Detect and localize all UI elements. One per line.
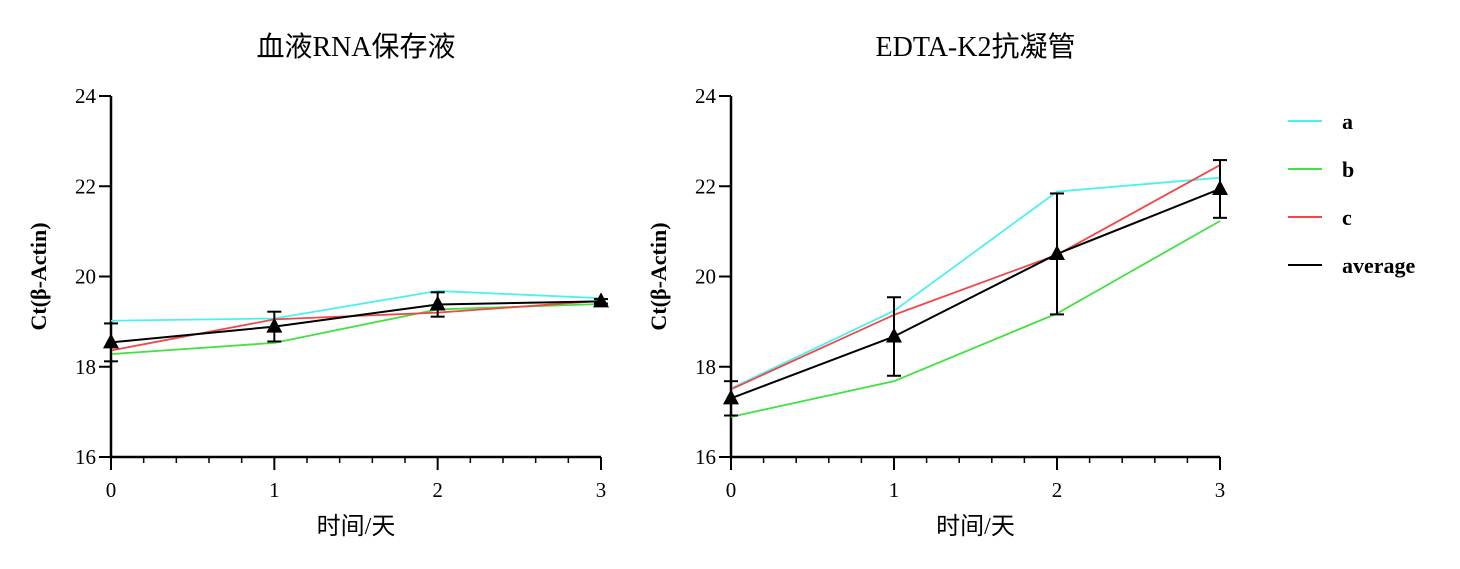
data-point-triangle bbox=[723, 389, 739, 405]
legend-label-a: a bbox=[1342, 109, 1353, 134]
x-tick-label: 2 bbox=[432, 478, 443, 502]
x-axis-label: 时间/天 bbox=[317, 513, 396, 540]
data-point-triangle bbox=[1212, 179, 1228, 195]
x-tick-label: 0 bbox=[726, 478, 737, 502]
y-tick-label: 24 bbox=[695, 84, 717, 108]
legend-label-average: average bbox=[1342, 253, 1416, 278]
x-tick-label: 3 bbox=[1215, 478, 1226, 502]
series-line-a bbox=[730, 176, 1221, 390]
y-axis-label: Ct(β-Actin) bbox=[26, 222, 51, 330]
y-tick-label: 16 bbox=[75, 445, 96, 469]
data-point-triangle bbox=[1049, 244, 1065, 260]
y-tick-label: 22 bbox=[75, 174, 96, 198]
legend: abc average bbox=[1288, 109, 1416, 278]
chart-title: 血液RNA保存液 bbox=[256, 31, 455, 63]
y-tick-label: 20 bbox=[75, 265, 96, 289]
legend-label-b: b bbox=[1342, 157, 1354, 182]
y-axis-label: Ct(β-Actin) bbox=[646, 222, 671, 330]
series-line-b bbox=[110, 303, 602, 356]
series-line-a bbox=[110, 290, 602, 322]
series-line-b bbox=[730, 220, 1221, 418]
data-point-triangle bbox=[593, 292, 609, 308]
x-tick-label: 3 bbox=[596, 478, 607, 502]
series-line-average bbox=[110, 300, 602, 344]
data-point-triangle bbox=[429, 295, 446, 311]
data-point-triangle bbox=[886, 327, 902, 343]
data-point-triangle bbox=[266, 317, 283, 333]
y-tick-label: 22 bbox=[695, 174, 716, 198]
x-tick-label: 1 bbox=[269, 478, 280, 502]
y-tick-label: 16 bbox=[695, 445, 716, 469]
y-tick-label: 20 bbox=[695, 265, 716, 289]
legend-label-c: c bbox=[1342, 205, 1352, 230]
y-tick-label: 24 bbox=[75, 84, 97, 108]
series-line-c bbox=[730, 164, 1221, 391]
y-tick-label: 18 bbox=[75, 355, 96, 379]
x-tick-label: 2 bbox=[1052, 478, 1063, 502]
x-tick-label: 1 bbox=[889, 478, 900, 502]
x-axis-label: 时间/天 bbox=[936, 513, 1015, 540]
data-point-triangle bbox=[103, 333, 119, 349]
y-tick-label: 18 bbox=[695, 355, 716, 379]
x-tick-label: 0 bbox=[106, 478, 117, 502]
chart-title: EDTA-K2抗凝管 bbox=[876, 31, 1076, 63]
series-line-average bbox=[730, 188, 1221, 400]
